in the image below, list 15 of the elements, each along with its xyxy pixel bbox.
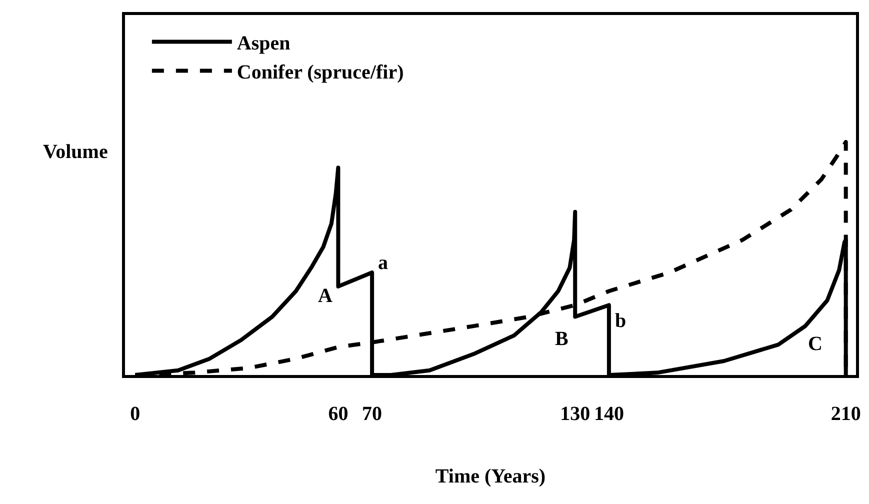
x-tick-label: 130	[560, 403, 590, 425]
y-axis-title: Volume	[43, 141, 108, 163]
x-tick-label: 70	[362, 403, 382, 425]
x-tick-label: 210	[830, 403, 861, 425]
legend-label: Aspen	[236, 32, 290, 54]
x-tick-label: 140	[594, 403, 624, 425]
x-tick-label: 0	[130, 403, 140, 425]
annotation: b	[615, 310, 626, 332]
annotation: a	[378, 252, 388, 274]
annotation: B	[555, 328, 568, 350]
annotation: A	[318, 285, 333, 307]
x-tick-label: 60	[328, 403, 348, 425]
legend-label: Conifer (spruce/fir)	[236, 62, 404, 84]
x-axis-title: Time (Years)	[435, 466, 546, 488]
annotation: C	[808, 333, 822, 355]
